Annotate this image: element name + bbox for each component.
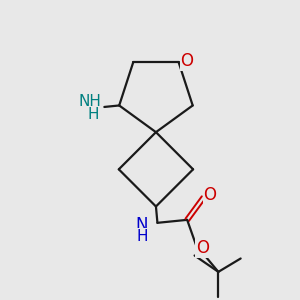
Text: H: H bbox=[87, 107, 99, 122]
Text: NH: NH bbox=[78, 94, 101, 109]
Text: O: O bbox=[203, 186, 217, 204]
Text: N: N bbox=[136, 216, 148, 234]
Text: O: O bbox=[196, 239, 209, 257]
Text: H: H bbox=[136, 229, 148, 244]
Text: O: O bbox=[181, 52, 194, 70]
